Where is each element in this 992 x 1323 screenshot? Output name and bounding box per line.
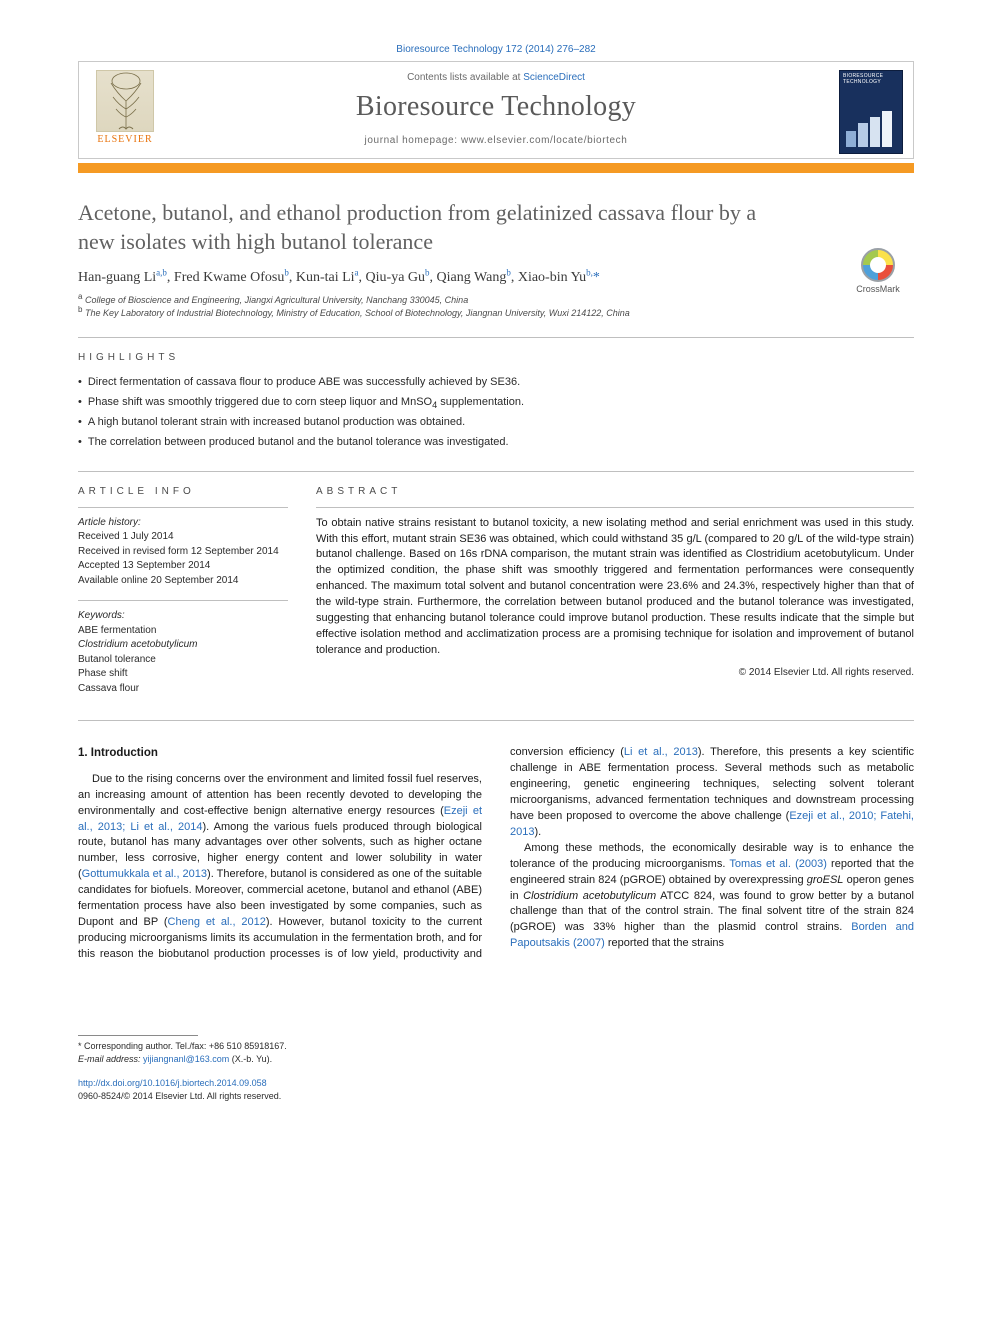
keywords-block: Keywords: ABE fermentation Clostridium a… <box>78 609 288 696</box>
issn-copyright: 0960-8524/© 2014 Elsevier Ltd. All right… <box>78 1090 458 1103</box>
elsevier-tree-icon <box>96 70 154 132</box>
journal-cover-thumb: BIORESOURCE TECHNOLOGY <box>839 70 903 154</box>
section-title: Introduction <box>91 747 158 759</box>
citation-link[interactable]: Li et al., 2013 <box>624 746 698 758</box>
abstract-text: To obtain native strains resistant to bu… <box>316 516 914 659</box>
keyword: Butanol tolerance <box>78 653 288 668</box>
keywords-label: Keywords: <box>78 609 288 624</box>
publisher-logo-block: ELSEVIER <box>89 70 161 145</box>
text: ). <box>534 826 541 838</box>
keyword: Phase shift <box>78 667 288 682</box>
affiliation-b-text: The Key Laboratory of Industrial Biotech… <box>85 308 630 318</box>
citation-line: Bioresource Technology 172 (2014) 276–28… <box>78 44 914 55</box>
journal-header-box: ELSEVIER Contents lists available at Sci… <box>78 61 914 159</box>
rule <box>78 471 914 472</box>
history-revised: Received in revised form 12 September 20… <box>78 545 288 560</box>
keyword: Clostridium acetobutylicum <box>78 638 288 653</box>
journal-name: Bioresource Technology <box>91 91 901 123</box>
crossmark-label: CrossMark <box>842 284 914 294</box>
affiliation-b: b The Key Laboratory of Industrial Biote… <box>78 307 914 320</box>
cover-thumb-graphic <box>846 111 896 147</box>
page: Bioresource Technology 172 (2014) 276–28… <box>0 0 992 1142</box>
affiliations: a College of Bioscience and Engineering,… <box>78 294 914 319</box>
history-received: Received 1 July 2014 <box>78 530 288 545</box>
contents-prefix: Contents lists available at <box>407 72 523 83</box>
abstract-column: ABSTRACT To obtain native strains resist… <box>316 486 914 697</box>
corresponding-author-note: * Corresponding author. Tel./fax: +86 51… <box>78 1040 458 1053</box>
section-heading: 1. Introduction <box>78 745 482 762</box>
body-columns: 1. Introduction Due to the rising concer… <box>78 745 914 963</box>
keyword: ABE fermentation <box>78 624 288 639</box>
text: ). However, <box>266 916 330 928</box>
footnotes: * Corresponding author. Tel./fax: +86 51… <box>78 1035 458 1102</box>
article-info-heading: ARTICLE INFO <box>78 486 288 497</box>
gene-name: groESL <box>807 874 844 886</box>
contents-line: Contents lists available at ScienceDirec… <box>91 72 901 83</box>
footnote-rule <box>78 1035 198 1036</box>
email-suffix: (X.-b. Yu). <box>229 1054 272 1064</box>
accent-rule <box>78 163 914 173</box>
citation-link[interactable]: Tomas et al. (2003) <box>729 858 827 870</box>
doi-line: http://dx.doi.org/10.1016/j.biortech.201… <box>78 1077 458 1090</box>
crossmark-icon <box>861 248 895 282</box>
section-number: 1. <box>78 747 88 759</box>
highlight-item: A high butanol tolerant strain with incr… <box>78 413 914 433</box>
rule <box>78 600 288 601</box>
info-abstract-row: ARTICLE INFO Article history: Received 1… <box>78 486 914 697</box>
affiliation-a-text: College of Bioscience and Engineering, J… <box>85 295 468 305</box>
citation-link[interactable]: Bioresource Technology 172 (2014) 276–28… <box>396 44 595 55</box>
article-history: Article history: Received 1 July 2014 Re… <box>78 516 288 589</box>
email-link[interactable]: yijiangnanl@163.com <box>143 1054 229 1064</box>
species-name: Clostridium acetobutylicum <box>523 890 656 902</box>
text: reported that the strains <box>605 937 724 949</box>
affiliation-a: a College of Bioscience and Engineering,… <box>78 294 914 307</box>
email-label: E-mail address: <box>78 1054 141 1064</box>
text: Due to the rising concerns over the envi… <box>78 773 482 817</box>
sciencedirect-link[interactable]: ScienceDirect <box>523 72 585 83</box>
abstract-heading: ABSTRACT <box>316 486 914 497</box>
citation-link[interactable]: Cheng et al., 2012 <box>168 916 266 928</box>
rule <box>316 507 914 508</box>
keyword: Cassava flour <box>78 682 288 697</box>
history-accepted: Accepted 13 September 2014 <box>78 559 288 574</box>
article-info-column: ARTICLE INFO Article history: Received 1… <box>78 486 288 697</box>
email-line: E-mail address: yijiangnanl@163.com (X.-… <box>78 1053 458 1066</box>
highlight-item: Direct fermentation of cassava flour to … <box>78 373 914 393</box>
rule <box>78 507 288 508</box>
history-label: Article history: <box>78 516 288 531</box>
copyright-line: © 2014 Elsevier Ltd. All rights reserved… <box>316 667 914 678</box>
authors-line: Han-guang Lia,b, Fred Kwame Ofosub, Kun-… <box>78 270 914 286</box>
highlights-heading: HIGHLIGHTS <box>78 352 914 363</box>
cover-thumb-title: BIORESOURCE TECHNOLOGY <box>843 74 899 85</box>
highlight-item: The correlation between produced butanol… <box>78 433 914 453</box>
publisher-name: ELSEVIER <box>89 134 161 145</box>
body-paragraph: Among these methods, the economically de… <box>510 841 914 953</box>
journal-homepage-line: journal homepage: www.elsevier.com/locat… <box>91 135 901 146</box>
rule <box>78 720 914 721</box>
crossmark-badge-block[interactable]: CrossMark <box>842 248 914 294</box>
rule <box>78 337 914 338</box>
history-online: Available online 20 September 2014 <box>78 574 288 589</box>
keyword-species: Clostridium acetobutylicum <box>78 639 198 650</box>
highlights-list: Direct fermentation of cassava flour to … <box>78 373 914 452</box>
doi-link[interactable]: http://dx.doi.org/10.1016/j.biortech.201… <box>78 1078 267 1088</box>
citation-link[interactable]: Gottumukkala et al., 2013 <box>82 868 207 880</box>
highlight-item: Phase shift was smoothly triggered due t… <box>78 393 914 413</box>
article-title: Acetone, butanol, and ethanol production… <box>78 199 798 256</box>
